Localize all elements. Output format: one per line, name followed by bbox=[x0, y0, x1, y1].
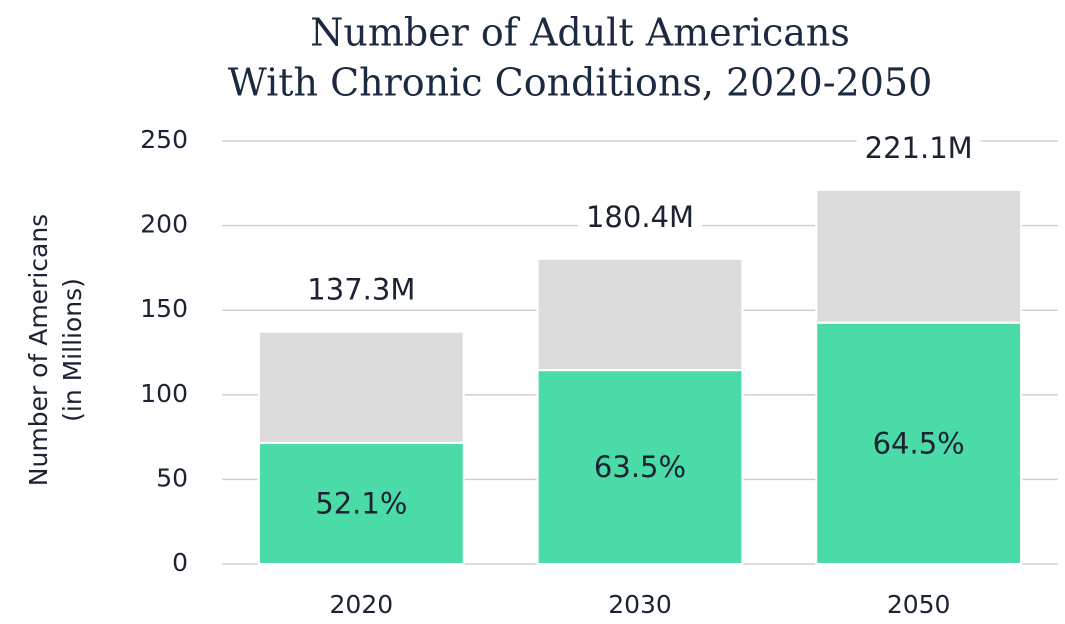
data-label: 52.1% bbox=[315, 487, 407, 521]
x-tick-label: 2030 bbox=[608, 590, 672, 619]
data-label: 64.5% bbox=[873, 426, 965, 460]
data-label: 63.5% bbox=[594, 450, 686, 484]
label-background bbox=[577, 197, 703, 236]
bar-segment bbox=[815, 188, 1023, 324]
chart-title: Number of Adult Americans bbox=[310, 11, 850, 55]
y-tick-label: 200 bbox=[140, 210, 188, 239]
y-axis-title-line: Number of Americans bbox=[24, 214, 53, 486]
label-background bbox=[299, 270, 424, 309]
y-tick-label: 100 bbox=[140, 379, 188, 408]
label-background bbox=[856, 128, 981, 167]
y-axis-title: Number of Americans (in Millions) bbox=[24, 214, 87, 486]
x-tick-label: 2020 bbox=[330, 590, 394, 619]
y-tick-label: 50 bbox=[156, 463, 188, 492]
y-axis-title-line: (in Millions) bbox=[58, 278, 87, 422]
bar-segment bbox=[257, 330, 465, 445]
y-tick-label: 0 bbox=[172, 548, 188, 577]
bar-segment bbox=[536, 369, 744, 565]
total-label: 137.3M bbox=[307, 273, 415, 307]
x-tick-label: 2050 bbox=[887, 590, 951, 619]
chart-title: With Chronic Conditions, 2020-2050 bbox=[228, 61, 933, 105]
y-tick-label: 150 bbox=[140, 294, 188, 323]
bar-segment bbox=[536, 257, 744, 372]
total-label: 221.1M bbox=[865, 131, 973, 165]
total-label: 180.4M bbox=[586, 200, 694, 234]
y-tick-label: 250 bbox=[140, 125, 188, 154]
bar-segment bbox=[257, 442, 465, 565]
